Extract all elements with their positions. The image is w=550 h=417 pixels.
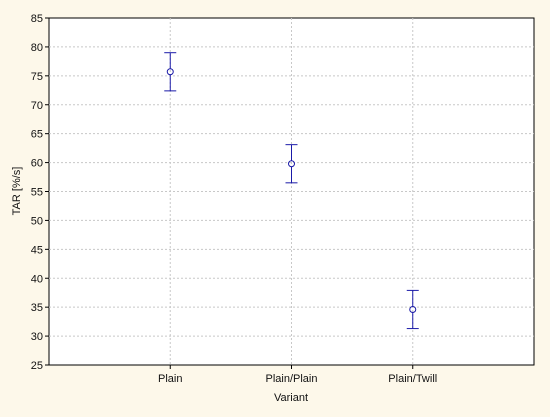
y-tick-label: 30 xyxy=(31,331,43,343)
x-axis: Plain Plain/Plain Plain/Twill xyxy=(158,365,437,385)
y-tick-label: 35 xyxy=(31,302,43,314)
y-tick-label: 45 xyxy=(31,244,43,256)
y-tick-label: 85 xyxy=(31,13,43,25)
y-tick-label: 75 xyxy=(31,71,43,83)
y-tick-label: 40 xyxy=(31,273,43,285)
y-tick-label: 25 xyxy=(31,360,43,372)
y-axis-title: TAR [%/s] xyxy=(11,167,23,216)
error-bar-point xyxy=(406,289,419,330)
y-tick-label: 70 xyxy=(31,100,43,112)
error-bar-point xyxy=(285,144,298,184)
x-tick-label: Plain/Plain xyxy=(266,373,318,385)
y-tick-label: 50 xyxy=(31,215,43,227)
mean-point xyxy=(166,68,174,76)
y-tick-label: 80 xyxy=(31,42,43,54)
y-tick-label: 65 xyxy=(31,129,43,141)
y-axis: 25 30 35 40 45 50 55 60 65 70 75 80 85 xyxy=(31,13,49,372)
mean-point xyxy=(409,305,417,313)
y-tick-label: 55 xyxy=(31,187,43,199)
grid-lines xyxy=(49,18,534,365)
data-marks xyxy=(164,52,419,330)
x-tick-label: Plain/Twill xyxy=(388,373,437,385)
mean-point xyxy=(288,160,295,168)
error-bar-point xyxy=(164,52,177,92)
x-axis-title: Variant xyxy=(274,392,308,404)
y-tick-label: 60 xyxy=(31,158,43,170)
x-tick-label: Plain xyxy=(158,373,182,385)
